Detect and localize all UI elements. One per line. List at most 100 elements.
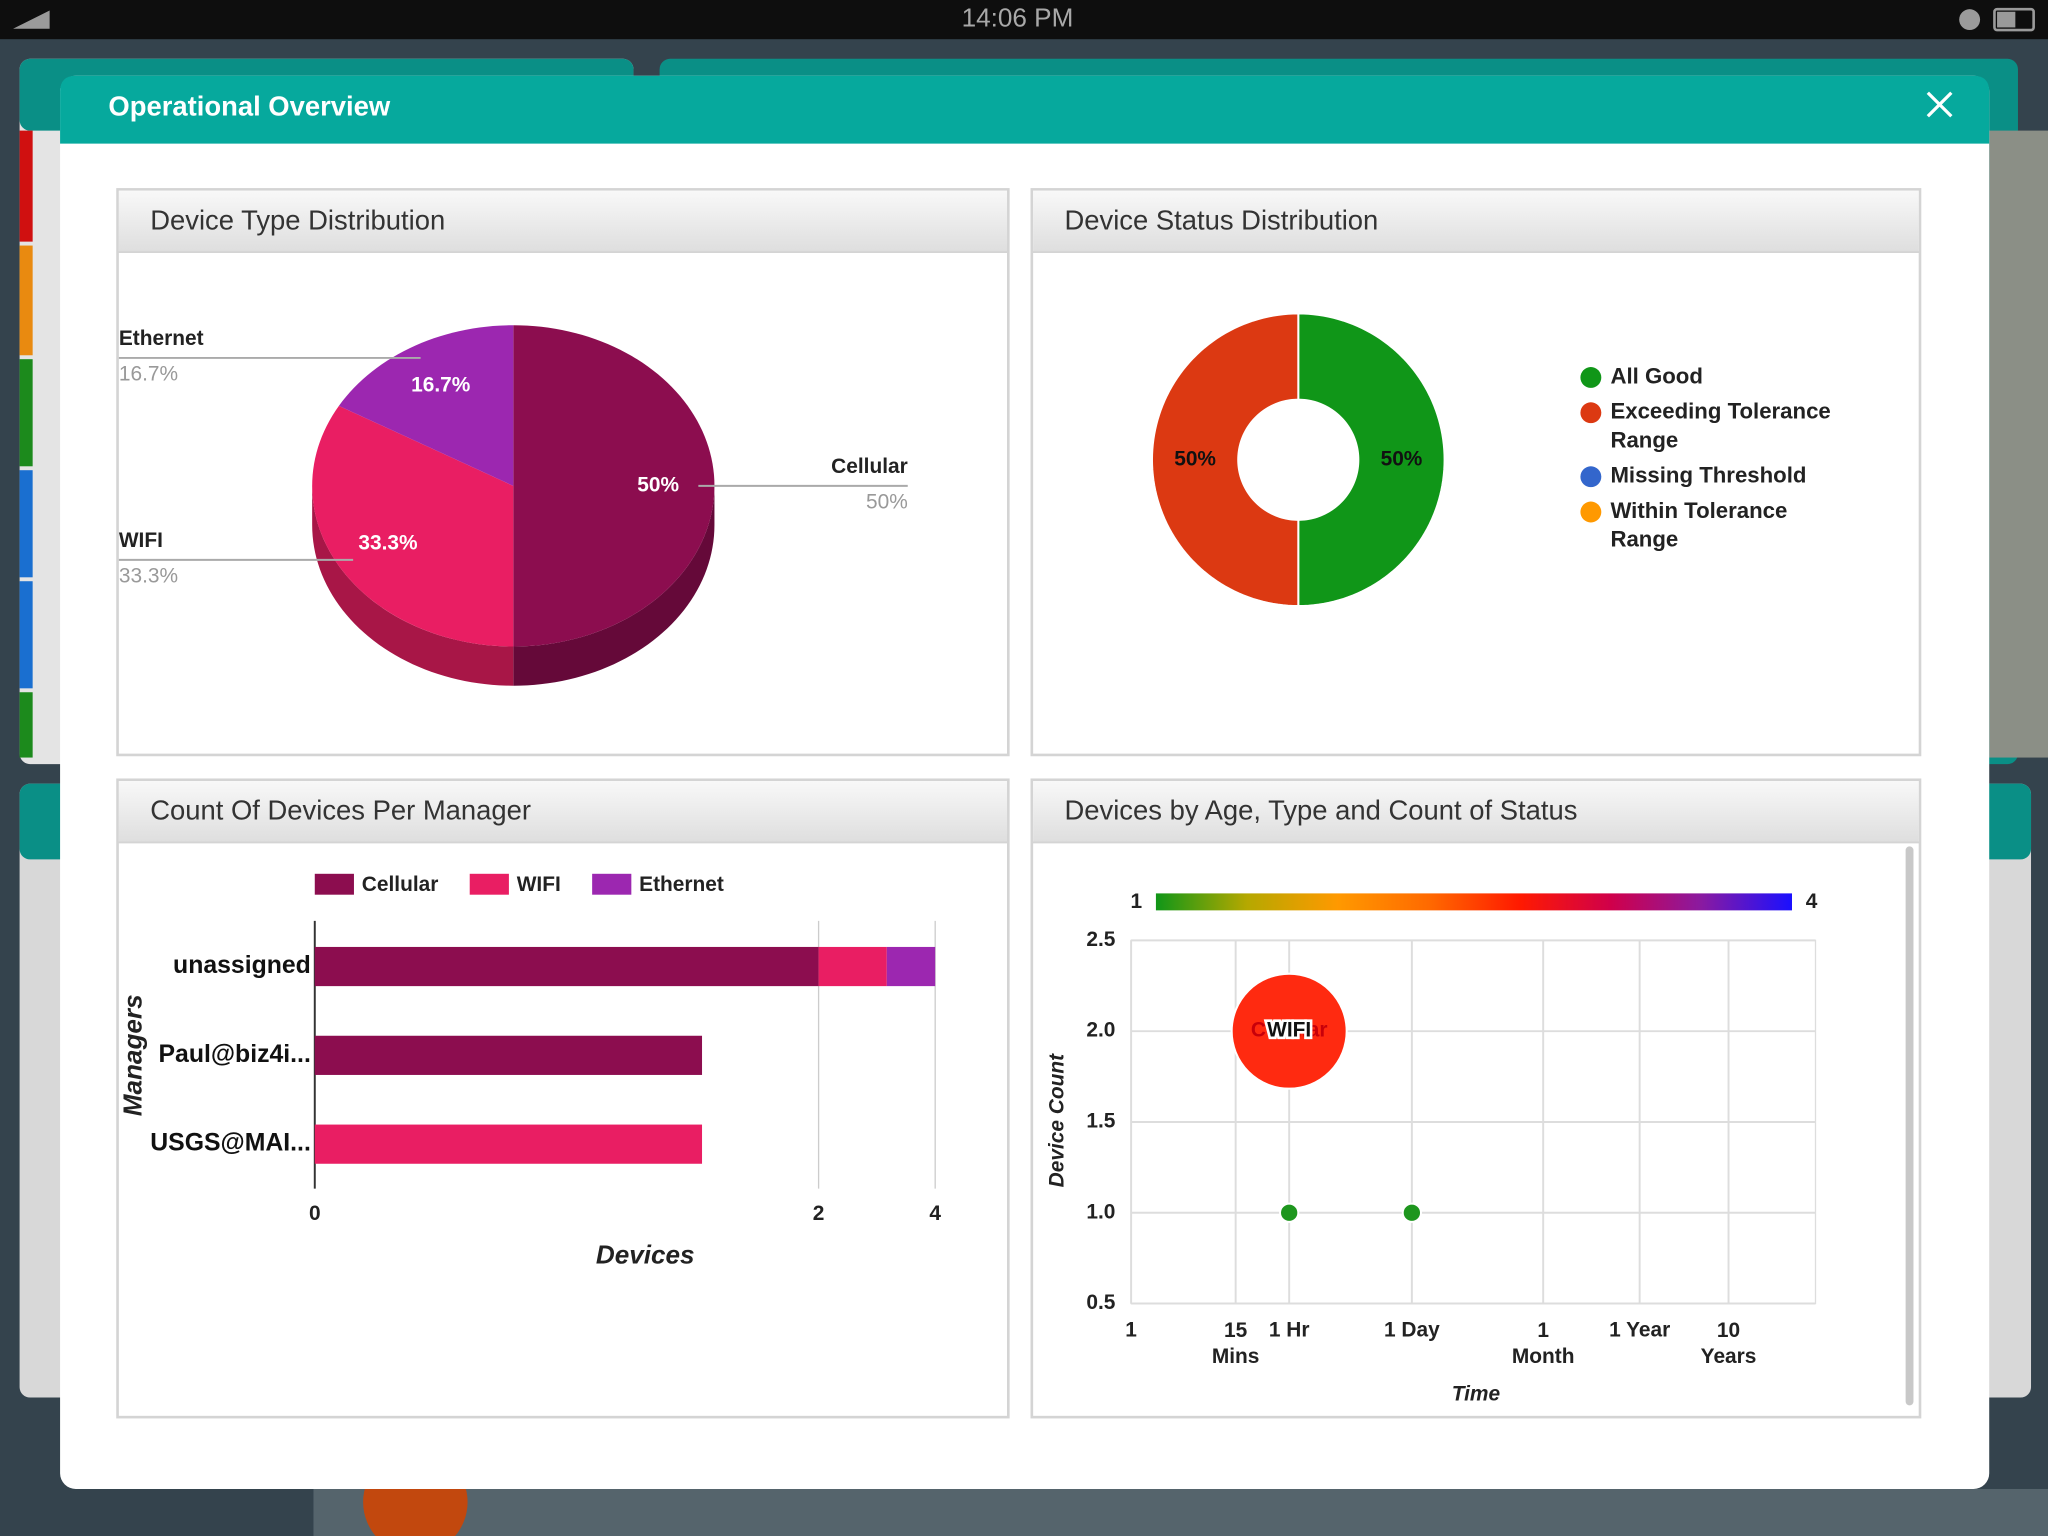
text-line: Mins (1212, 1345, 1260, 1368)
legend-label: Within Tolerance Range (1610, 498, 1787, 552)
y-tick-label: 2.5 (1086, 928, 1115, 951)
slice-label: 33.3% (358, 531, 418, 554)
status-stripe (19, 359, 33, 467)
dialog-header (60, 75, 1990, 144)
outside-name: Cellular (831, 455, 908, 478)
donut-slice (1151, 312, 1300, 608)
bubble-label: Cellular (1251, 1019, 1328, 1042)
bubble (1230, 972, 1348, 1090)
x-tick-label: 1 Hr (1269, 1318, 1310, 1341)
bubble-label: WIFI (1267, 1019, 1311, 1042)
category-label: USGS@MAI... (150, 1130, 311, 1157)
outside-value: 33.3% (119, 564, 178, 587)
legend-label: Missing Threshold (1610, 463, 1806, 488)
slice-label: 50% (1381, 447, 1423, 470)
x-tick-label: 15 Mins (1212, 1318, 1260, 1367)
panel-title: Device Type Distribution (150, 204, 445, 235)
colorbar-label: 4 (1806, 890, 1818, 913)
status-stripe (19, 130, 33, 242)
scrollbar (1905, 846, 1914, 1406)
pie-slice (312, 405, 514, 647)
x-tick-label: 0 (309, 1202, 321, 1225)
slice-label: 50% (637, 473, 679, 496)
panel-header (1033, 781, 1919, 843)
x-tick-label: 2 (813, 1202, 825, 1225)
slice-label: 50% (1174, 447, 1216, 470)
x-tick-label: 4 (929, 1202, 941, 1225)
legend-swatch (469, 873, 509, 895)
map-background (1989, 130, 2048, 758)
y-tick-label: 2.0 (1086, 1019, 1115, 1042)
legend-label: Cellular (362, 873, 439, 896)
outside-value: 16.7% (119, 362, 178, 385)
alarm-icon (1959, 9, 1981, 31)
bar (314, 946, 819, 987)
bar (314, 1124, 703, 1164)
legend-swatch (314, 873, 354, 895)
panel-title: Devices by Age, Type and Count of Status (1064, 795, 1577, 826)
legend-marker (1580, 466, 1602, 488)
text-line: Years (1701, 1345, 1757, 1368)
slice-label: 16.7% (411, 373, 471, 396)
panel-header (1033, 190, 1919, 253)
category-label: unassigned (173, 952, 311, 979)
x-tick-label: 1 Month (1512, 1318, 1575, 1367)
status-stripe (19, 470, 33, 578)
status-time: 14:06 PM (962, 2, 1074, 32)
bubble (1279, 1202, 1300, 1223)
status-bar (0, 0, 2048, 40)
panel-header (118, 190, 1008, 253)
bar (314, 1035, 703, 1075)
legend-label: WIFI (517, 873, 561, 896)
panel (1030, 778, 1922, 1419)
battery-icon (1993, 7, 2035, 32)
status-stripe (19, 245, 33, 356)
x-axis-label: Devices (596, 1239, 695, 1269)
legend-marker (1580, 367, 1602, 388)
pie-slice (338, 325, 514, 486)
y-axis-label: Managers (117, 994, 147, 1116)
close-button[interactable] (1926, 91, 1953, 118)
pie-slice (513, 325, 715, 647)
text-line: Month (1512, 1345, 1575, 1368)
status-stripe (19, 692, 33, 758)
panel-title: Device Status Distribution (1064, 204, 1378, 235)
y-tick-label: 1.0 (1086, 1200, 1115, 1223)
x-tick-label: 1 (1125, 1318, 1137, 1341)
outside-value: 50% (866, 490, 908, 513)
colorbar (1155, 893, 1792, 911)
y-tick-label: 1.5 (1086, 1109, 1115, 1132)
text-line: Range (1610, 427, 1678, 452)
text-line: 10 (1717, 1318, 1740, 1341)
text-line: Within Tolerance (1610, 498, 1787, 523)
legend-marker (1580, 501, 1602, 523)
signal-icon (13, 10, 50, 29)
outside-name: Ethernet (119, 327, 204, 350)
panel-header (118, 781, 1008, 843)
legend-marker (1580, 402, 1602, 424)
text-line: 1 (1537, 1318, 1549, 1341)
legend-label: All Good (1610, 363, 1702, 388)
x-tick-label: 1 Day (1384, 1318, 1440, 1341)
bubble (1401, 1202, 1422, 1223)
x-tick-label: 1 Year (1609, 1318, 1670, 1341)
x-tick-label: 10 Years (1701, 1318, 1757, 1367)
category-label: Paul@biz4i... (159, 1041, 311, 1068)
text-line: Exceeding Tolerance (1610, 399, 1830, 424)
pie-slice-side (513, 485, 715, 686)
legend-label: Exceeding Tolerance Range (1610, 399, 1830, 453)
bar (886, 946, 936, 987)
x-axis-label: Time (1452, 1382, 1501, 1405)
outside-name: WIFI (119, 529, 163, 552)
bar (818, 946, 887, 987)
pie-slice-side (312, 485, 514, 686)
background-map-strip (313, 1488, 2048, 1536)
dialog-title: Operational Overview (108, 91, 390, 122)
legend-label: Ethernet (639, 873, 724, 896)
legend-swatch (592, 873, 632, 895)
y-axis-label: Device Count (1045, 1053, 1068, 1187)
text-line: 15 (1224, 1318, 1248, 1341)
colorbar-label: 1 (1131, 890, 1143, 913)
